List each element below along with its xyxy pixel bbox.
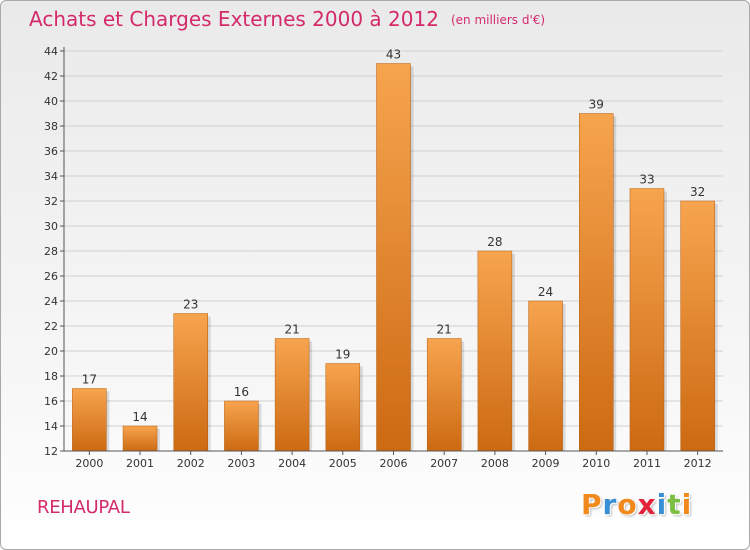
x-tick-label-2002: 2002 [177,457,205,470]
x-tick-label-2012: 2012 [684,457,712,470]
data-label-2003: 16 [234,385,249,399]
y-tick-label: 44 [44,45,58,58]
unit-label: (en milliers d'€) [450,13,546,27]
proxiti-logo: Proxiti [581,488,692,521]
bar-shadow [562,304,566,451]
data-label-2008: 28 [487,235,502,249]
bar-2005 [325,363,361,452]
bar-shadow [207,316,211,451]
chart-title: Achats et Charges Externes 2000 à 2012 (e… [29,7,545,31]
bar-2002 [173,313,208,452]
data-label-2004: 21 [284,323,299,337]
x-tick-label-2006: 2006 [380,457,408,470]
data-label-2011: 33 [639,173,654,187]
logo-letter: t [667,488,682,521]
y-tick-label: 12 [44,445,58,458]
bar-2009 [528,300,563,452]
bar-shadow [106,391,110,451]
data-label-2005: 19 [335,348,350,362]
x-tick-label-2010: 2010 [582,457,610,470]
y-tick-label: 28 [44,245,58,258]
bar-shadow [359,366,363,451]
bar-shadow [714,204,718,451]
y-tick-label: 34 [44,170,58,183]
y-tick-label: 30 [44,220,58,233]
y-tick-label: 38 [44,120,58,133]
bars [72,63,718,452]
y-tick-label: 26 [44,270,58,283]
y-tick-label: 20 [44,345,58,358]
y-tick-label: 32 [44,195,58,208]
bar-2003 [224,400,259,452]
data-label-2012: 32 [690,185,705,199]
data-label-2001: 14 [132,410,147,424]
y-tick-label: 16 [44,395,58,408]
bar-2004 [274,338,310,452]
x-tick-label-2003: 2003 [227,457,255,470]
logo-letter: P [581,488,603,521]
data-label-2009: 24 [538,285,553,299]
labels: 17 14 23 16 21 19 43 21 28 24 39 33 32 [82,48,706,425]
data-label-2000: 17 [82,373,97,387]
y-tick-label: 42 [44,70,58,83]
data-label-2002: 23 [183,298,198,312]
bar-shadow [663,191,667,451]
y-tick-label: 36 [44,145,58,158]
x-tick-label-2004: 2004 [278,457,306,470]
x-tick-label-2000: 2000 [75,457,103,470]
bar-shadow [258,404,262,451]
axes: 12 14 16 18 20 22 24 26 28 30 32 34 36 38 40 42 44 2000 20… [44,45,723,470]
x-tick-label-2001: 2001 [126,457,154,470]
y-tick-label: 22 [44,320,58,333]
bar-2012 [680,200,715,452]
title-text: Achats et Charges Externes 2000 à 2012 [29,7,439,31]
bar-shadow [410,66,414,451]
bar-2011 [629,188,665,452]
logo-letter: i [656,488,668,521]
logo-letter: i [681,488,693,521]
data-label-2007: 21 [437,323,452,337]
logo-letter: x [637,488,657,521]
x-tick-label-2011: 2011 [633,457,661,470]
y-tick-label: 18 [44,370,58,383]
bar-2010 [579,113,614,452]
bar-2007 [426,338,462,452]
data-label-2006: 43 [386,48,401,62]
bar-shadow [309,341,313,451]
bar-shadow [157,429,161,451]
bar-2001 [122,425,158,452]
commune-name: REHAUPAL [37,497,130,518]
logo-letter: r [602,488,618,521]
x-tick-label-2008: 2008 [481,457,509,470]
y-tick-label: 24 [44,295,58,308]
bar-2008 [477,250,513,452]
y-tick-label: 14 [44,420,58,433]
y-tick-label: 40 [44,95,58,108]
bar-2006 [376,63,411,452]
bar-2000 [72,388,107,452]
logo-letter: o [617,488,638,521]
bar-shadow [511,254,515,451]
data-label-2010: 39 [589,98,604,112]
x-tick-label-2007: 2007 [430,457,458,470]
x-tick-label-2009: 2009 [532,457,560,470]
bar-shadow [461,341,465,451]
x-tick-label-2005: 2005 [329,457,357,470]
bar-shadow [613,116,617,451]
